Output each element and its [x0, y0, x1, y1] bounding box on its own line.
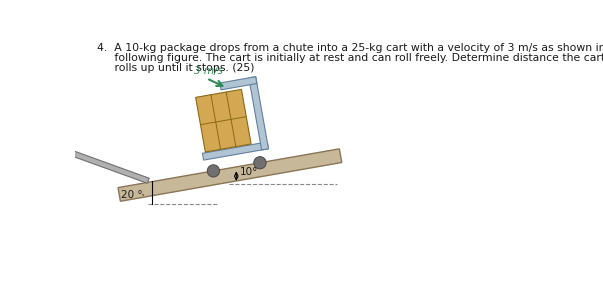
- Text: 20 °: 20 °: [121, 190, 143, 200]
- Polygon shape: [203, 142, 268, 160]
- Text: rolls up until it stops. (25): rolls up until it stops. (25): [97, 63, 254, 73]
- Polygon shape: [118, 149, 342, 201]
- Polygon shape: [63, 148, 149, 183]
- Text: 3 m/s: 3 m/s: [194, 66, 223, 76]
- Polygon shape: [195, 89, 251, 152]
- Polygon shape: [249, 77, 268, 150]
- Text: 4.  A 10-kg package drops from a chute into a 25-kg cart with a velocity of 3 m/: 4. A 10-kg package drops from a chute in…: [97, 43, 603, 53]
- Circle shape: [254, 156, 266, 169]
- Polygon shape: [220, 77, 257, 90]
- Text: following figure. The cart is initially at rest and can roll freely. Determine d: following figure. The cart is initially …: [97, 53, 603, 63]
- Circle shape: [207, 165, 219, 177]
- Text: 10°: 10°: [240, 167, 259, 177]
